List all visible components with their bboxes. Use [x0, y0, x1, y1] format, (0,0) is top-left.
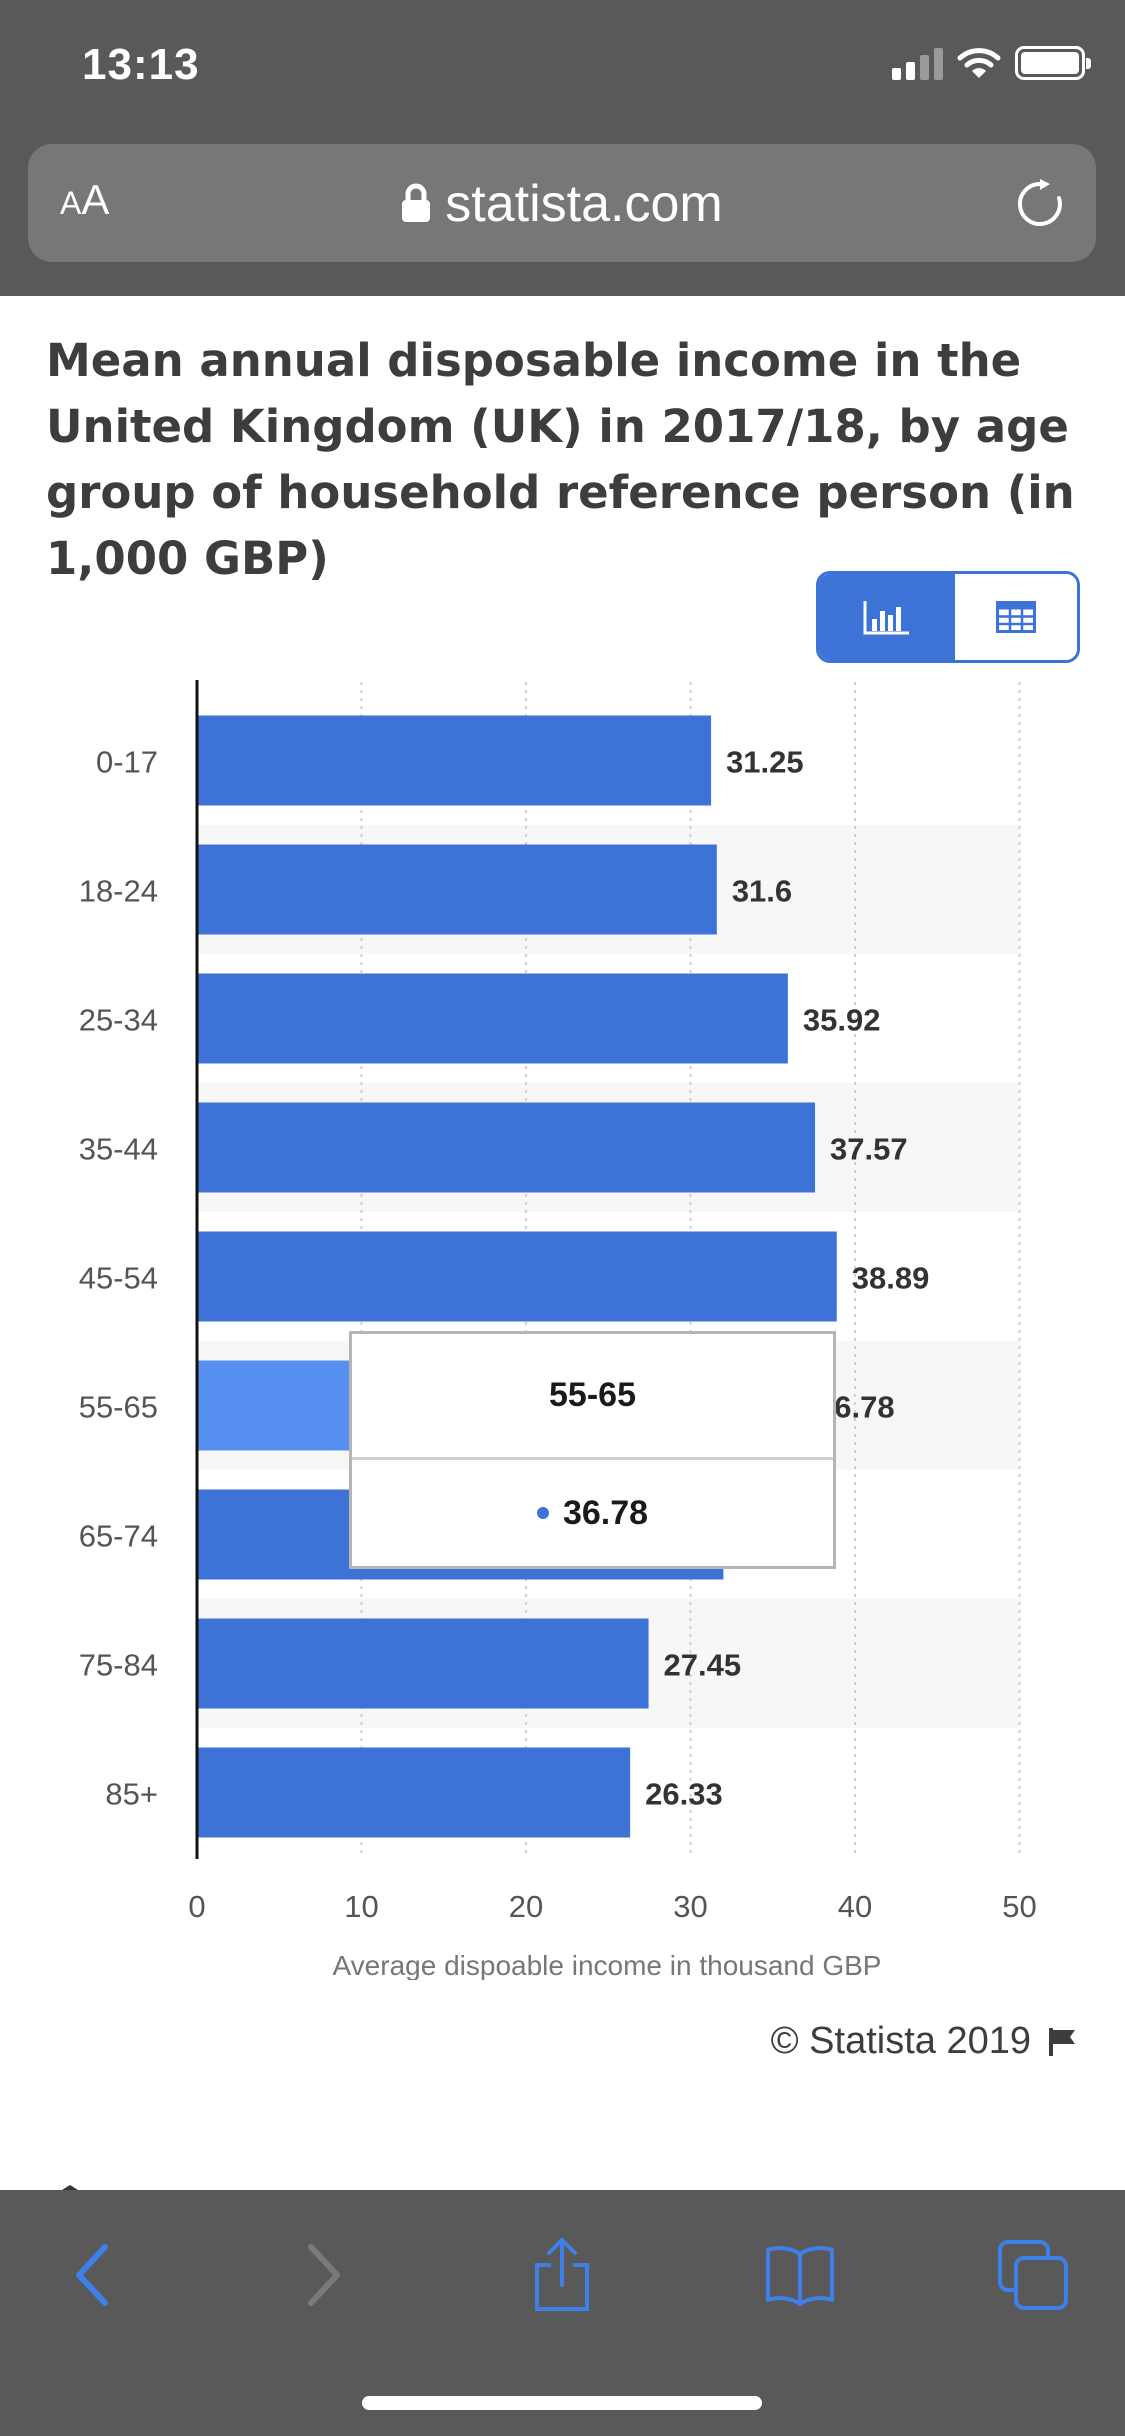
- x-tick-label: 40: [838, 1889, 872, 1924]
- url-text[interactable]: statista.com: [28, 174, 1096, 234]
- bar[interactable]: [197, 844, 717, 935]
- data-label: 35.92: [803, 1003, 881, 1038]
- category-label: 25-34: [79, 1003, 158, 1038]
- tabs-button[interactable]: [988, 2230, 1078, 2320]
- table-view-button[interactable]: [955, 574, 1077, 660]
- category-label: 0-17: [96, 745, 158, 780]
- bar-chart-icon: [863, 601, 909, 635]
- x-tick-label: 20: [509, 1889, 543, 1924]
- data-label: 38.89: [852, 1261, 930, 1296]
- x-axis-title: Average dispoable income in thousand GBP: [333, 1950, 882, 1980]
- category-label: 55-65: [79, 1390, 158, 1425]
- share-button[interactable]: [517, 2230, 607, 2320]
- text-size-button[interactable]: AA: [60, 176, 110, 223]
- back-icon: [76, 2244, 108, 2306]
- chart-view-button[interactable]: [819, 574, 955, 660]
- x-tick-label: 0: [188, 1889, 205, 1924]
- copyright-text: © Statista 2019: [770, 2020, 1031, 2062]
- wifi-icon: [957, 48, 1001, 78]
- bar[interactable]: [197, 1231, 837, 1322]
- table-icon: [996, 601, 1036, 633]
- flag-icon: [1049, 2027, 1075, 2056]
- x-tick-label: 30: [673, 1889, 707, 1924]
- data-label: 31.25: [726, 745, 804, 780]
- tooltip-series-dot: [536, 1507, 549, 1519]
- forward-button[interactable]: [280, 2230, 370, 2320]
- page-title: Mean annual disposable income in the Uni…: [46, 334, 1075, 585]
- forward-icon: [308, 2244, 340, 2306]
- tabs-icon: [998, 2240, 1068, 2310]
- tooltip-category: 55-65: [352, 1334, 833, 1460]
- share-icon: [535, 2237, 589, 2311]
- status-icons: [892, 46, 1091, 80]
- tooltip-value: 36.78: [562, 1493, 649, 1532]
- back-button[interactable]: [46, 2230, 136, 2320]
- url-label: statista.com: [445, 175, 723, 233]
- bar[interactable]: [197, 1618, 649, 1709]
- view-toggle: [816, 571, 1080, 663]
- category-label: 75-84: [79, 1648, 158, 1683]
- category-label: 35-44: [79, 1132, 158, 1167]
- bar[interactable]: [197, 973, 788, 1064]
- x-tick-label: 50: [1002, 1889, 1036, 1924]
- top-chrome: 13:13 AA statista.com: [0, 0, 1125, 296]
- bar[interactable]: [197, 1747, 631, 1838]
- bookmarks-icon: [766, 2246, 834, 2306]
- category-label: 18-24: [79, 874, 158, 909]
- data-label: 27.45: [664, 1648, 742, 1683]
- tooltip-body: 36.78: [352, 1460, 833, 1566]
- bar[interactable]: [197, 1102, 816, 1193]
- reload-icon[interactable]: [1014, 178, 1066, 230]
- bottom-toolbar: [0, 2190, 1125, 2436]
- data-label: 26.33: [645, 1777, 723, 1812]
- chart-tooltip: 55-65 36.78: [349, 1331, 836, 1569]
- category-label: 65-74: [79, 1519, 158, 1554]
- battery-icon: [1015, 46, 1091, 80]
- url-bar[interactable]: AA statista.com: [28, 144, 1096, 262]
- x-tick-label: 10: [344, 1889, 378, 1924]
- bar-chart: 0-17 31.25 18-24 31.6 25-34 35.92 35-44 37.57 45…: [79, 680, 1037, 1980]
- category-label: 85+: [105, 1777, 158, 1812]
- category-label: 45-54: [79, 1261, 158, 1296]
- lock-icon: [402, 183, 431, 223]
- status-time: 13:13: [82, 40, 200, 89]
- bookmarks-button[interactable]: [755, 2230, 845, 2320]
- signal-icon: [892, 46, 943, 80]
- home-indicator[interactable]: [362, 2396, 762, 2410]
- copyright[interactable]: © Statista 2019: [771, 2020, 1079, 2063]
- bar[interactable]: [197, 715, 712, 806]
- data-label: 37.57: [830, 1132, 908, 1167]
- data-label: 31.6: [732, 874, 792, 909]
